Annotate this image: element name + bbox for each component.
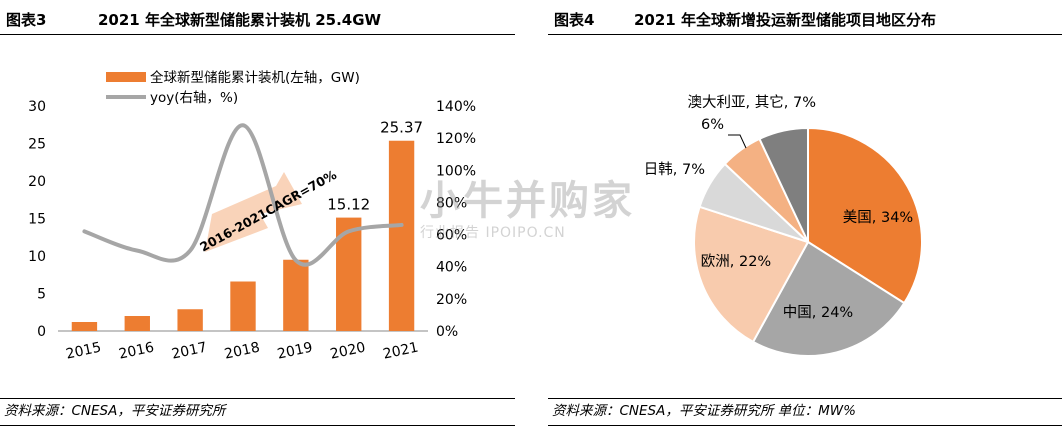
left-axis-tick-label: 10 (28, 249, 46, 265)
left-figure-number: 图表3 (6, 11, 47, 29)
right-axis-tick-label: 100% (436, 163, 476, 179)
legend-label-bar: 全球新型储能累计装机(左轴，GW) (150, 69, 360, 86)
bar (283, 259, 309, 331)
x-axis-tick-label: 2017 (170, 340, 208, 363)
right-figure-number: 图表4 (554, 11, 595, 29)
left-axis-tick-label: 15 (28, 212, 46, 228)
left-title-bar: 图表3 2021 年全球新型储能累计装机 25.4GW (0, 0, 515, 35)
right-axis-tick-label: 60% (436, 228, 467, 244)
pie-slice (751, 240, 906, 357)
x-axis-tick-label: 2016 (117, 340, 155, 363)
cagr-arrow-shape (205, 172, 302, 252)
pie-slice-label: 美国, 34% (843, 209, 913, 226)
bar-data-label: 15.12 (327, 196, 370, 214)
right-axis-tick-label: 40% (436, 260, 467, 276)
bar (124, 316, 150, 331)
left-axis-tick-label: 0 (37, 324, 46, 340)
x-axis-tick-label: 2020 (329, 340, 367, 363)
right-axis-tick-label: 140% (436, 99, 476, 115)
x-axis-tick-label: 2015 (65, 340, 103, 363)
pie-slice (758, 126, 809, 243)
right-figure: 图表4 2021 年全球新增投运新型储能项目地区分布 美国, 34% 中国, 24… (548, 0, 1062, 438)
regional-distribution-pie: 美国, 34% 中国, 24% 欧洲, 22% 日韩, 7% 6% 澳大利亚, 其它, 7… (644, 93, 923, 357)
left-axis-tick-label: 25 (28, 137, 46, 153)
bar (230, 281, 256, 331)
bar (177, 309, 203, 331)
right-axis-tick-label: 20% (436, 292, 467, 308)
right-axis-tick-label: 80% (436, 195, 467, 211)
bar-data-label: 25.37 (380, 119, 423, 137)
left-source-note: 资料来源：CNESA，平安证券研究所 (0, 398, 515, 426)
legend-label-line: yoy(右轴，%) (150, 90, 238, 106)
left-figure: 图表3 2021 年全球新型储能累计装机 25.4GW 0 5 10 15 20 25 30… (0, 0, 515, 438)
x-axis-tick-label: 2018 (223, 340, 261, 363)
legend-swatch-bar (106, 72, 146, 82)
right-axis-tick-label: 0% (436, 324, 458, 340)
x-axis-tick-label: 2021 (382, 340, 420, 363)
right-figure-title: 2021 年全球新增投运新型储能项目地区分布 (634, 11, 936, 29)
pie-leader-line (728, 134, 747, 149)
pie-slice-label: 中国, 24% (783, 304, 853, 321)
right-source-note: 资料来源：CNESA，平安证券研究所 单位：MW% (548, 398, 1062, 426)
pie-slice-label: 6% (701, 117, 724, 133)
bar (388, 140, 415, 331)
cagr-arrow (205, 172, 302, 252)
pie-slice-label: 澳大利亚, 其它, 7% (688, 93, 816, 111)
bar (71, 322, 98, 331)
left-axis-tick-label: 30 (28, 99, 46, 115)
left-axis-tick-label: 5 (37, 287, 46, 303)
pie-slice (693, 205, 810, 344)
yoy-line (82, 123, 404, 267)
pie-slice-label: 日韩, 7% (644, 161, 705, 178)
pie-slice-label: 欧洲, 22% (701, 253, 771, 270)
left-axis-tick-label: 20 (28, 174, 46, 190)
right-title-bar: 图表4 2021 年全球新增投运新型储能项目地区分布 (548, 0, 1062, 35)
right-axis-tick-label: 120% (436, 131, 476, 147)
left-figure-title: 2021 年全球新型储能累计装机 25.4GW (98, 11, 382, 29)
cumulative-capacity-chart: 0 5 10 15 20 25 30 0% 20% 40% 60% 80% 100% 120% 140% 20… (28, 69, 476, 363)
x-axis-tick-label: 2019 (276, 340, 314, 363)
legend: 全球新型储能累计装机(左轴，GW) yoy(右轴，%) (106, 69, 360, 106)
